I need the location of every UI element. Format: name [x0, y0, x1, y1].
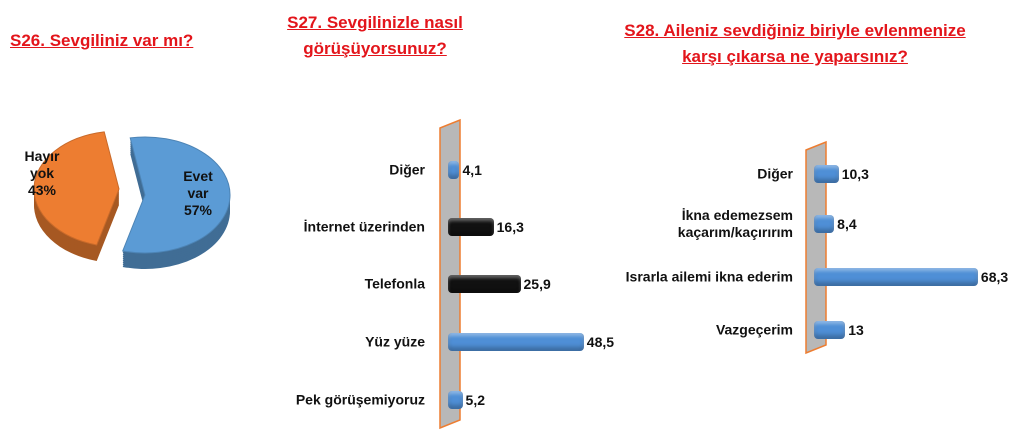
axis-wall: [439, 118, 461, 430]
bar: [814, 268, 978, 286]
value-label: 13: [848, 322, 864, 338]
axis-wall: [805, 140, 827, 355]
bar: [448, 333, 584, 351]
category-label: İkna edemezsem kaçarım/kaçırırım: [677, 207, 793, 240]
slice-label: Evet var: [183, 168, 213, 201]
bar: [814, 165, 839, 183]
chart-title: S26. Sevgiliniz var mı?: [10, 31, 194, 50]
category-label: Diğer: [757, 165, 793, 182]
category-label: Pek görüşemiyoruz: [295, 391, 425, 408]
pie-slice: [33, 131, 120, 246]
value-label: 16,3: [496, 219, 524, 235]
value-label: 57%: [183, 202, 213, 218]
value-label: 10,3: [841, 166, 869, 182]
value-label: 48,5: [586, 334, 615, 350]
bar: [448, 218, 494, 236]
bar: [448, 275, 521, 293]
bar: [448, 391, 463, 409]
category-label: Diğer: [389, 161, 425, 178]
value-label: 4,1: [462, 162, 482, 178]
value-label: 68,3: [980, 269, 1009, 285]
value-label: 8,4: [837, 216, 857, 232]
category-label: Vazgeçerim: [715, 321, 793, 338]
pie-slice: [122, 136, 231, 254]
category-label: Yüz yüze: [365, 333, 425, 350]
value-label: 43%: [27, 182, 57, 198]
chart-title: S28. Aileniz sevdiğiniz biriyle evlenmen…: [624, 21, 966, 66]
value-label: 25,9: [523, 276, 551, 292]
bar: [448, 161, 460, 179]
chart-title: S27. Sevgilinizle nasıl görüşüyorsunuz?: [287, 13, 463, 58]
category-label: İnternet üzerinden: [303, 218, 425, 235]
category-label: Israrla ailemi ikna ederim: [625, 268, 793, 285]
bar: [814, 321, 846, 339]
value-label: 5,2: [465, 392, 486, 408]
bar: [814, 215, 835, 233]
category-label: Telefonla: [364, 275, 425, 292]
slice-label: Hayır yok: [24, 148, 60, 181]
